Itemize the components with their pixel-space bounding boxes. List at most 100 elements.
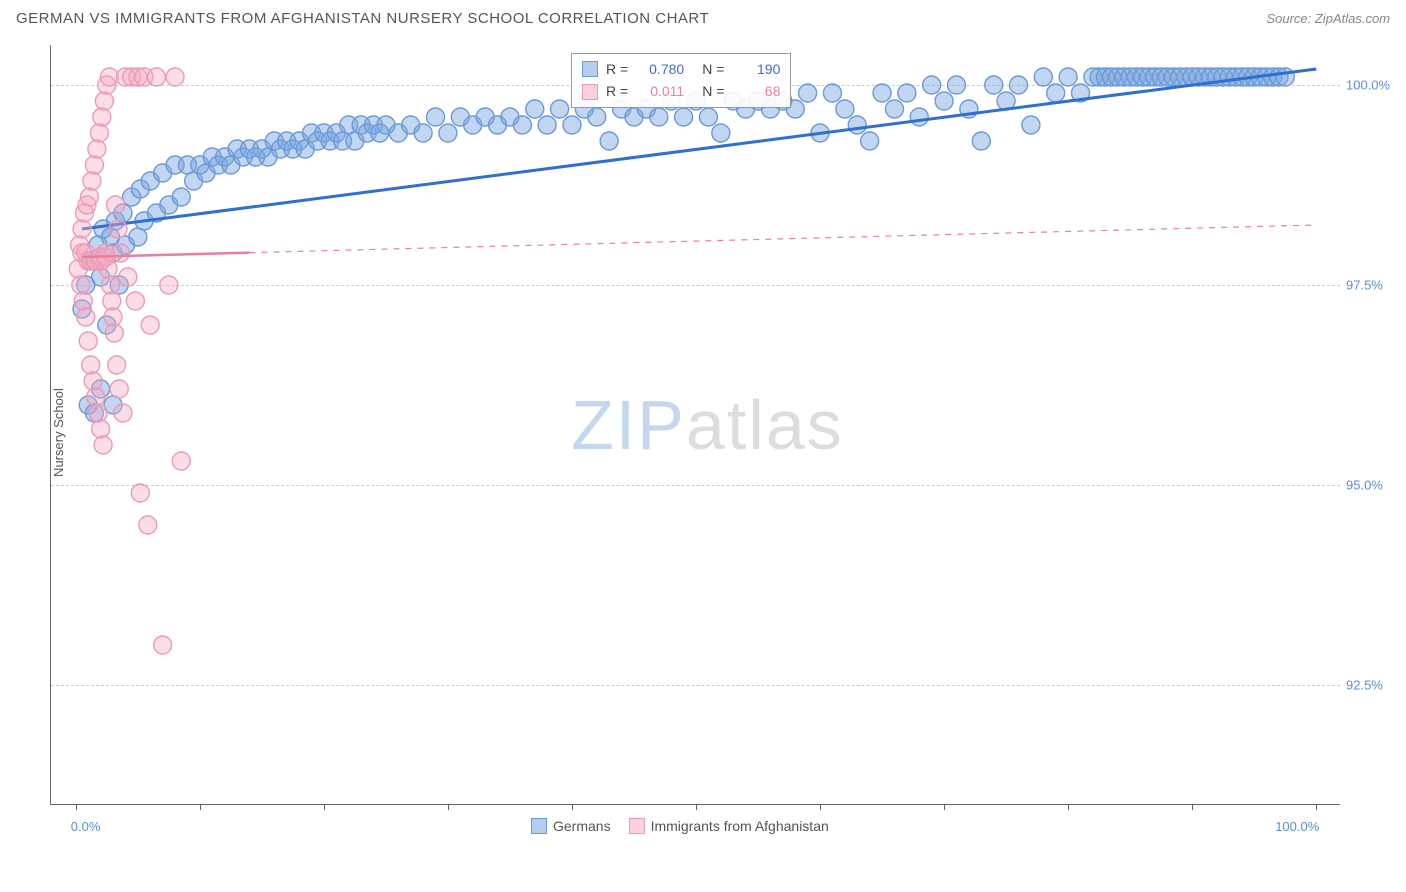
- scatter-point: [83, 172, 101, 190]
- scatter-point: [160, 276, 178, 294]
- scatter-point: [84, 372, 102, 390]
- scatter-svg: [51, 45, 1341, 805]
- scatter-point: [79, 332, 97, 350]
- scatter-point: [563, 116, 581, 134]
- scatter-point: [154, 636, 172, 654]
- scatter-point: [80, 188, 98, 206]
- scatter-point: [1059, 68, 1077, 86]
- legend-item: Germans: [531, 818, 611, 834]
- scatter-point: [104, 308, 122, 326]
- scatter-point: [799, 84, 817, 102]
- scatter-point: [77, 308, 95, 326]
- scatter-point: [172, 188, 190, 206]
- scatter-point: [102, 276, 120, 294]
- trend-line-dashed: [249, 225, 1316, 253]
- scatter-point: [172, 452, 190, 470]
- r-value: 0.011: [636, 80, 684, 102]
- scatter-point: [861, 132, 879, 150]
- header-bar: GERMAN VS IMMIGRANTS FROM AFGHANISTAN NU…: [0, 0, 1406, 33]
- scatter-point: [675, 108, 693, 126]
- scatter-point: [74, 292, 92, 310]
- scatter-point: [538, 116, 556, 134]
- n-label: N =: [702, 80, 724, 102]
- series-swatch: [582, 84, 598, 100]
- scatter-point: [650, 108, 668, 126]
- scatter-point: [114, 404, 132, 422]
- scatter-point: [72, 276, 90, 294]
- scatter-point: [935, 92, 953, 110]
- scatter-point: [947, 76, 965, 94]
- scatter-point: [898, 84, 916, 102]
- scatter-point: [972, 132, 990, 150]
- scatter-point: [129, 228, 147, 246]
- scatter-point: [1034, 68, 1052, 86]
- scatter-point: [109, 220, 127, 238]
- n-value: 190: [732, 58, 780, 80]
- scatter-point: [110, 380, 128, 398]
- scatter-point: [94, 436, 112, 454]
- scatter-point: [95, 92, 113, 110]
- scatter-point: [73, 220, 91, 238]
- scatter-point: [985, 76, 1003, 94]
- scatter-point: [885, 100, 903, 118]
- x-tick-label: 100.0%: [1275, 819, 1319, 834]
- stats-box: R = 0.780 N = 190R = 0.011 N = 68: [571, 53, 791, 108]
- scatter-point: [923, 76, 941, 94]
- r-label: R =: [606, 80, 628, 102]
- scatter-point: [836, 100, 854, 118]
- scatter-point: [119, 268, 137, 286]
- scatter-point: [1022, 116, 1040, 134]
- source-attribution: Source: ZipAtlas.com: [1266, 11, 1390, 26]
- legend-label: Immigrants from Afghanistan: [651, 818, 829, 834]
- scatter-point: [873, 84, 891, 102]
- scatter-point: [108, 356, 126, 374]
- legend-label: Germans: [553, 818, 611, 834]
- scatter-point: [105, 324, 123, 342]
- r-value: 0.780: [636, 58, 684, 80]
- scatter-point: [848, 116, 866, 134]
- scatter-point: [699, 108, 717, 126]
- scatter-point: [89, 404, 107, 422]
- scatter-point: [87, 388, 105, 406]
- scatter-point: [588, 108, 606, 126]
- scatter-point: [88, 140, 106, 158]
- chart-container: Nursery School ZIPatlas R =0.780N =190R …: [50, 45, 1390, 835]
- scatter-point: [439, 124, 457, 142]
- scatter-point: [513, 116, 531, 134]
- legend-item: Immigrants from Afghanistan: [629, 818, 829, 834]
- scatter-point: [85, 156, 103, 174]
- legend-swatch: [531, 818, 547, 834]
- y-tick-label: 95.0%: [1346, 478, 1383, 493]
- scatter-point: [107, 196, 125, 214]
- scatter-point: [100, 68, 118, 86]
- scatter-point: [414, 124, 432, 142]
- plot-area: ZIPatlas R =0.780N =190R =0.011N =68 Ger…: [50, 45, 1340, 805]
- scatter-point: [141, 316, 159, 334]
- scatter-point: [526, 100, 544, 118]
- scatter-point: [712, 124, 730, 142]
- scatter-point: [147, 68, 165, 86]
- n-value: 68: [732, 80, 780, 102]
- stats-row: R =0.780N =190: [582, 58, 780, 80]
- scatter-point: [910, 108, 928, 126]
- chart-title: GERMAN VS IMMIGRANTS FROM AFGHANISTAN NU…: [16, 10, 709, 27]
- y-tick-label: 97.5%: [1346, 278, 1383, 293]
- scatter-point: [166, 68, 184, 86]
- y-tick-label: 100.0%: [1346, 78, 1390, 93]
- legend-swatch: [629, 818, 645, 834]
- n-label: N =: [702, 58, 724, 80]
- scatter-point: [126, 292, 144, 310]
- scatter-point: [103, 292, 121, 310]
- scatter-point: [427, 108, 445, 126]
- scatter-point: [551, 100, 569, 118]
- scatter-point: [93, 108, 111, 126]
- legend: Germans Immigrants from Afghanistan: [531, 818, 829, 834]
- scatter-point: [92, 420, 110, 438]
- scatter-point: [82, 356, 100, 374]
- x-tick-label: 0.0%: [71, 819, 101, 834]
- scatter-point: [139, 516, 157, 534]
- scatter-point: [600, 132, 618, 150]
- scatter-point: [131, 484, 149, 502]
- series-swatch: [582, 61, 598, 77]
- stats-row: R = 0.011 N = 68: [582, 80, 780, 102]
